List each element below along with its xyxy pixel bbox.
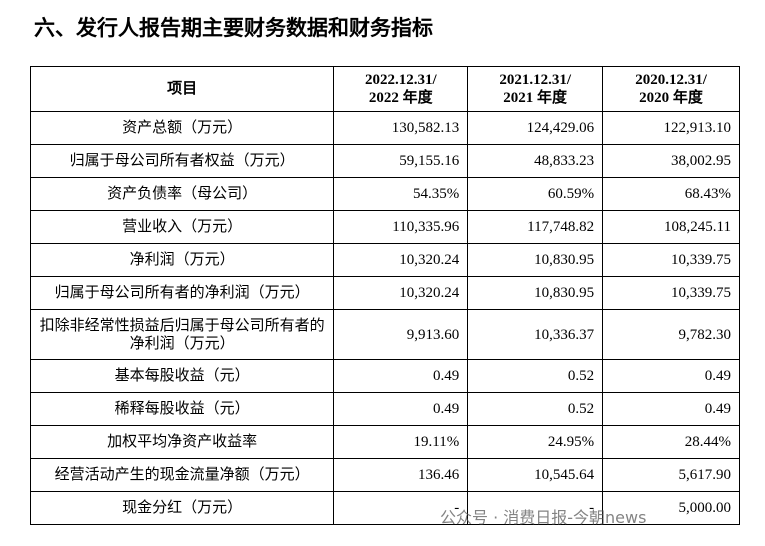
table-row: 稀释每股收益（元） 0.49 0.52 0.49 xyxy=(29,392,740,426)
cell-value: 68.43% xyxy=(602,177,740,211)
cell-value: 10,830.95 xyxy=(467,243,604,277)
table-row: 资产总额（万元） 130,582.13 124,429.06 122,913.10 xyxy=(29,111,740,145)
cell-value: 54.35% xyxy=(333,177,469,211)
column-header: 2021.12.31/ 2021 年度 xyxy=(467,66,604,112)
row-label: 经营活动产生的现金流量净额（万元） xyxy=(29,458,335,492)
cell-value: 10,545.64 xyxy=(467,458,604,492)
row-label: 基本每股收益（元） xyxy=(29,359,335,393)
row-label: 净利润（万元） xyxy=(29,243,335,277)
cell-value: 9,913.60 xyxy=(333,309,469,360)
cell-value: 10,339.75 xyxy=(602,276,740,310)
table-row: 营业收入（万元） 110,335.96 117,748.82 108,245.11 xyxy=(29,210,740,244)
column-header: 2020.12.31/ 2020 年度 xyxy=(602,66,740,112)
cell-value: 0.49 xyxy=(602,359,740,393)
cell-value: 10,339.75 xyxy=(602,243,740,277)
table-body: 资产总额（万元） 130,582.13 124,429.06 122,913.10 归属… xyxy=(29,111,740,525)
row-label: 资产负债率（母公司） xyxy=(29,177,335,211)
row-label: 扣除非经常性损益后归属于母公司所有者的净利润（万元） xyxy=(29,309,335,360)
row-label: 稀释每股收益（元） xyxy=(29,392,335,426)
cell-value: 10,336.37 xyxy=(467,309,604,360)
row-label: 资产总额（万元） xyxy=(29,111,335,145)
cell-value: - xyxy=(333,491,469,525)
cell-value: 28.44% xyxy=(602,425,740,459)
watermark: 公众号 · 消费日报-今朝news xyxy=(440,508,647,527)
cell-value: 38,002.95 xyxy=(602,144,740,178)
table-row: 扣除非经常性损益后归属于母公司所有者的净利润（万元） 9,913.60 10,336… xyxy=(29,309,740,360)
cell-value: 19.11% xyxy=(333,425,469,459)
cell-value: 117,748.82 xyxy=(467,210,604,244)
cell-value: 124,429.06 xyxy=(467,111,604,145)
cell-value: 0.49 xyxy=(602,392,740,426)
cell-value: 0.49 xyxy=(333,359,469,393)
row-label: 加权平均净资产收益率 xyxy=(29,425,335,459)
cell-value: 0.52 xyxy=(467,392,604,426)
cell-value: 10,830.95 xyxy=(467,276,604,310)
cell-value: 0.49 xyxy=(333,392,469,426)
cell-value: 5,617.90 xyxy=(602,458,740,492)
table-row: 加权平均净资产收益率 19.11% 24.95% 28.44% xyxy=(29,425,740,459)
cell-value: 110,335.96 xyxy=(333,210,469,244)
row-label: 归属于母公司所有者的净利润（万元） xyxy=(29,276,335,310)
cell-value: 9,782.30 xyxy=(602,309,740,360)
table-row: 经营活动产生的现金流量净额（万元） 136.46 10,545.64 5,617.90 xyxy=(29,458,740,492)
cell-value: 108,245.11 xyxy=(602,210,740,244)
cell-value: 10,320.24 xyxy=(333,276,469,310)
table-row: 现金分红（万元） - -5,000.00 xyxy=(29,491,740,525)
cell-value: 60.59% xyxy=(467,177,604,211)
cell-value: 24.95% xyxy=(467,425,604,459)
row-label: 营业收入（万元） xyxy=(29,210,335,244)
cell-value: 5,000.00 xyxy=(602,491,740,525)
cell-value: 10,320.24 xyxy=(333,243,469,277)
table-row: 归属于母公司所有者权益（万元） 59,155.16 48,833.23 38,002.… xyxy=(29,144,740,178)
table-row: 归属于母公司所有者的净利润（万元） 10,320.24 10,830.95 10,33… xyxy=(29,276,740,310)
row-label: 现金分红（万元） xyxy=(29,491,335,525)
table-row: 净利润（万元） 10,320.24 10,830.95 10,339.75 xyxy=(29,243,740,277)
cell-value: 0.52 xyxy=(467,359,604,393)
table-row: 资产负债率（母公司） 54.35% 60.59% 68.43% xyxy=(29,177,740,211)
column-header: 项目 xyxy=(29,66,335,112)
header-row: 项目 2022.12.31/ 2022 年度 2021.12.31/ 2021 年度… xyxy=(29,66,740,112)
cell-value: 48,833.23 xyxy=(467,144,604,178)
cell-value: 122,913.10 xyxy=(602,111,740,145)
cell-value: 130,582.13 xyxy=(333,111,469,145)
cell-value: 59,155.16 xyxy=(333,144,469,178)
column-header: 2022.12.31/ 2022 年度 xyxy=(333,66,469,112)
table-row: 基本每股收益（元） 0.49 0.52 0.49 xyxy=(29,359,740,393)
financial-table: 项目 2022.12.31/ 2022 年度 2021.12.31/ 2021 年度… xyxy=(29,66,740,525)
cell-value: 136.46 xyxy=(333,458,469,492)
row-label: 归属于母公司所有者权益（万元） xyxy=(29,144,335,178)
section-title: 六、发行人报告期主要财务数据和财务指标 xyxy=(34,16,433,40)
